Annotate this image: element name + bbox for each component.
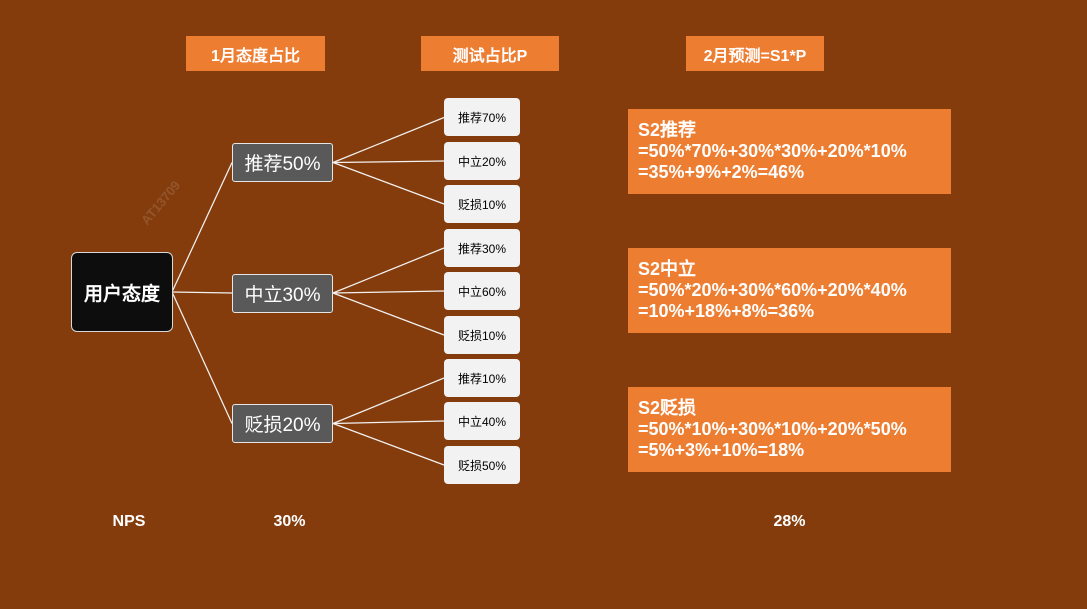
connector-neutral-to-detractor xyxy=(332,292,445,336)
forecast-formula: =50%*70%+30%*30%+20%*10% xyxy=(638,141,907,161)
connector-neutral-to-neutral xyxy=(332,290,445,294)
forecast-title: S2中立 xyxy=(638,259,697,279)
forecast-promoter-box: S2推荐 =50%*70%+30%*30%+20%*10% =35%+9%+2%… xyxy=(628,109,951,194)
forecast-neutral-box: S2中立 =50%*20%+30%*60%+20%*40% =10%+18%+8… xyxy=(628,248,951,333)
connector-promoter-to-promoter xyxy=(332,116,445,164)
forecast-formula: =50%*20%+30%*60%+20%*40% xyxy=(638,280,907,300)
detractor-to-neutral-node: 中立40% xyxy=(444,402,520,440)
nps-january-value: 30% xyxy=(273,513,306,530)
neutral-to-detractor-node: 贬损10% xyxy=(444,316,520,354)
neutral-to-promoter-node: 推荐30% xyxy=(444,229,520,267)
promoter-group-node: 推荐50% xyxy=(232,143,333,182)
connector-promoter-to-detractor xyxy=(332,161,445,205)
detractor-to-promoter-node: 推荐10% xyxy=(444,359,520,397)
forecast-detractor-box: S2贬损 =50%*10%+30%*10%+20%*50% =5%+3%+10%… xyxy=(628,387,951,472)
connector-detractor-to-detractor xyxy=(332,422,445,466)
detractor-group-node: 贬损20% xyxy=(232,404,333,443)
header-test-share: 测试占比P xyxy=(421,36,559,71)
connector-promoter-to-neutral xyxy=(332,160,445,164)
neutral-group-node: 中立30% xyxy=(232,274,333,313)
forecast-title: S2贬损 xyxy=(638,398,697,418)
forecast-result: =10%+18%+8%=36% xyxy=(638,301,815,321)
connector-root-to-detractor xyxy=(171,291,233,424)
connector-detractor-to-promoter xyxy=(332,377,445,425)
forecast-title: S2推荐 xyxy=(638,120,697,140)
header-february-forecast: 2月预测=S1*P xyxy=(686,36,824,71)
promoter-to-promoter-node: 推荐70% xyxy=(444,98,520,136)
user-attitude-root-node: 用户态度 xyxy=(71,252,173,332)
detractor-to-detractor-node: 贬损50% xyxy=(444,446,520,484)
connector-detractor-to-neutral xyxy=(332,420,445,425)
watermark: AT13709 xyxy=(137,177,184,228)
promoter-to-detractor-node: 贬损10% xyxy=(444,185,520,223)
forecast-result: =5%+3%+10%=18% xyxy=(638,440,805,460)
connector-root-to-neutral xyxy=(171,291,233,294)
nps-february-value: 28% xyxy=(773,513,806,530)
header-january-share: 1月态度占比 xyxy=(186,36,325,71)
forecast-formula: =50%*10%+30%*10%+20%*50% xyxy=(638,419,907,439)
forecast-result: =35%+9%+2%=46% xyxy=(638,162,805,182)
connector-neutral-to-promoter xyxy=(332,247,445,294)
neutral-to-neutral-node: 中立60% xyxy=(444,272,520,310)
promoter-to-neutral-node: 中立20% xyxy=(444,142,520,180)
nps-label: NPS xyxy=(112,513,146,530)
